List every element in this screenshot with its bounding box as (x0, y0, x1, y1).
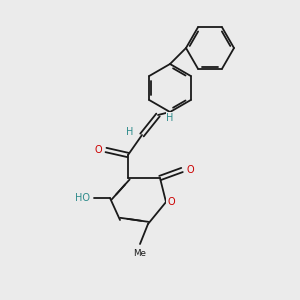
Text: O: O (167, 197, 175, 207)
Text: H: H (166, 113, 174, 123)
Text: H: H (126, 127, 134, 137)
Text: O: O (94, 145, 102, 155)
Text: O: O (186, 165, 194, 175)
Text: HO: HO (74, 193, 89, 203)
Text: Me: Me (134, 248, 146, 257)
